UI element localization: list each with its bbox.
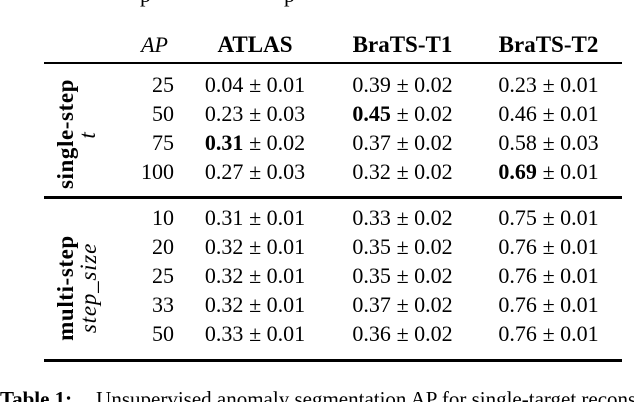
cell-brats-t1: 0.33 ± 0.02 <box>352 205 453 230</box>
table-row: 10 0.31 ± 0.01 0.33 ± 0.02 0.75 ± 0.01 <box>44 203 622 232</box>
table-rule-mid <box>44 196 622 199</box>
section-multi-step-rows: 10 0.31 ± 0.01 0.33 ± 0.02 0.75 ± 0.01 20 0… <box>44 203 622 348</box>
table-rule-top <box>44 62 622 64</box>
header-spacer <box>44 31 100 59</box>
ap-value: 100 <box>141 159 174 184</box>
header-atlas: ATLAS <box>217 32 293 57</box>
cell-atlas: 0.31 ± 0.02 <box>204 130 306 155</box>
clipped-text-fragment: p <box>284 0 295 8</box>
cell-atlas: 0.23 ± 0.03 <box>204 101 306 126</box>
header-brats-t2: BraTS-T2 <box>498 32 599 57</box>
ap-value: 33 <box>152 292 174 317</box>
table-row: 20 0.32 ± 0.01 0.35 ± 0.02 0.76 ± 0.01 <box>44 232 622 261</box>
ap-value: 25 <box>152 263 174 288</box>
cell-brats-t1: 0.45 ± 0.02 <box>352 101 453 126</box>
cell-brats-t2: 0.23 ± 0.01 <box>498 72 599 97</box>
ap-value: 50 <box>152 321 174 346</box>
cell-brats-t2: 0.58 ± 0.03 <box>498 130 599 155</box>
cell-brats-t2: 0.76 ± 0.01 <box>498 234 599 259</box>
table-row: 50 0.23 ± 0.03 0.45 ± 0.02 0.46 ± 0.01 <box>44 99 622 128</box>
cell-atlas: 0.04 ± 0.01 <box>204 72 306 97</box>
cell-brats-t1: 0.32 ± 0.02 <box>352 159 453 184</box>
section-single-step-rows: 25 0.04 ± 0.01 0.39 ± 0.02 0.23 ± 0.01 50 0… <box>44 70 622 186</box>
cell-atlas: 0.32 ± 0.01 <box>204 292 306 317</box>
cell-atlas: 0.33 ± 0.01 <box>204 321 306 346</box>
header-ap: AP <box>141 32 168 57</box>
ap-value: 25 <box>152 72 174 97</box>
table-row: 25 0.04 ± 0.01 0.39 ± 0.02 0.23 ± 0.01 <box>44 70 622 99</box>
table-header-row: AP ATLAS BraTS-T1 BraTS-T2 <box>44 31 622 59</box>
cell-brats-t1: 0.37 ± 0.02 <box>352 130 453 155</box>
clipped-text-fragment: p <box>140 0 151 8</box>
cell-atlas: 0.32 ± 0.01 <box>204 234 306 259</box>
caption-text: Unsupervised anomaly segmentation AP for… <box>96 387 634 402</box>
table-caption: Table 1: Unsupervised anomaly segmentatio… <box>0 387 634 402</box>
header-brats-t1: BraTS-T1 <box>352 32 453 57</box>
cell-atlas: 0.32 ± 0.01 <box>204 263 306 288</box>
cell-brats-t2: 0.69 ± 0.01 <box>498 159 599 184</box>
cell-brats-t1: 0.35 ± 0.02 <box>352 234 453 259</box>
cell-brats-t1: 0.35 ± 0.02 <box>352 263 453 288</box>
cell-brats-t2: 0.76 ± 0.01 <box>498 321 599 346</box>
ap-value: 10 <box>152 205 174 230</box>
cell-brats-t2: 0.76 ± 0.01 <box>498 263 599 288</box>
ap-value: 75 <box>152 130 174 155</box>
table-rule-bottom <box>44 359 622 362</box>
cell-atlas: 0.31 ± 0.01 <box>204 205 306 230</box>
cell-brats-t1: 0.37 ± 0.02 <box>352 292 453 317</box>
cell-atlas: 0.27 ± 0.03 <box>204 159 306 184</box>
cell-brats-t2: 0.46 ± 0.01 <box>498 101 599 126</box>
table-row: 50 0.33 ± 0.01 0.36 ± 0.02 0.76 ± 0.01 <box>44 319 622 348</box>
cell-brats-t1: 0.36 ± 0.02 <box>352 321 453 346</box>
cell-brats-t1: 0.39 ± 0.02 <box>352 72 453 97</box>
table-row: 100 0.27 ± 0.03 0.32 ± 0.02 0.69 ± 0.01 <box>44 157 622 186</box>
table-row: 33 0.32 ± 0.01 0.37 ± 0.02 0.76 ± 0.01 <box>44 290 622 319</box>
ap-value: 20 <box>152 234 174 259</box>
cell-brats-t2: 0.75 ± 0.01 <box>498 205 599 230</box>
caption-label: Table 1: <box>0 387 73 402</box>
cell-brats-t2: 0.76 ± 0.01 <box>498 292 599 317</box>
table-row: 75 0.31 ± 0.02 0.37 ± 0.02 0.58 ± 0.03 <box>44 128 622 157</box>
table-row: 25 0.32 ± 0.01 0.35 ± 0.02 0.76 ± 0.01 <box>44 261 622 290</box>
ap-value: 50 <box>152 101 174 126</box>
